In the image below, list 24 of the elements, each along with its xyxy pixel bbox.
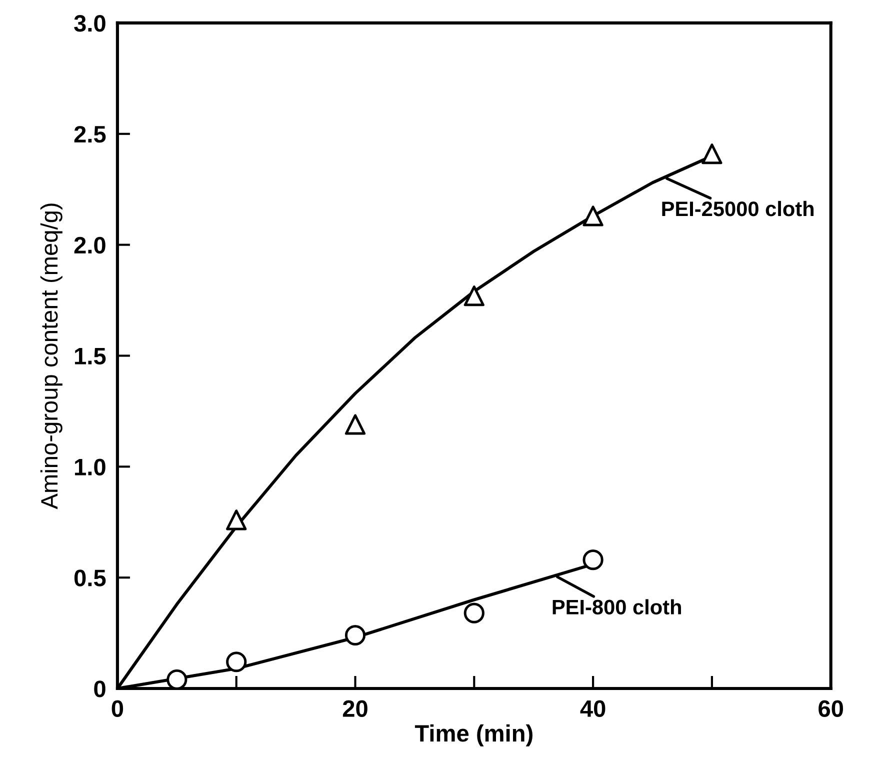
- x-axis-title: Time (min): [414, 724, 532, 746]
- point: [464, 602, 484, 624]
- y-tick-label: 1.5: [75, 348, 106, 365]
- y-tick-label: 3.0: [74, 15, 106, 32]
- y-tick-label: 0: [94, 680, 106, 698]
- x-tick-label: 0: [112, 700, 124, 717]
- point: [344, 624, 366, 646]
- legend-label: PEI-25000 cloth: [662, 200, 814, 216]
- point: [582, 206, 604, 226]
- x-tick-label: 40: [580, 700, 606, 717]
- point: [226, 510, 247, 530]
- y-tick-label: 0.5: [74, 570, 106, 586]
- y-tick-label: 2.5: [74, 126, 106, 143]
- y-axis-title: Amino-group content (meq/g): [40, 204, 62, 510]
- point: [702, 144, 722, 164]
- point: [226, 652, 247, 672]
- y-tick-label: 2.0: [74, 236, 106, 254]
- x-tick-label: 60: [818, 700, 844, 717]
- y-tick-label: 1.0: [75, 458, 106, 476]
- point: [464, 286, 484, 306]
- point: [582, 550, 604, 570]
- x-tick-label: 20: [342, 700, 368, 717]
- point: [344, 414, 366, 435]
- legend-label: PEI-800 cloth: [552, 599, 681, 614]
